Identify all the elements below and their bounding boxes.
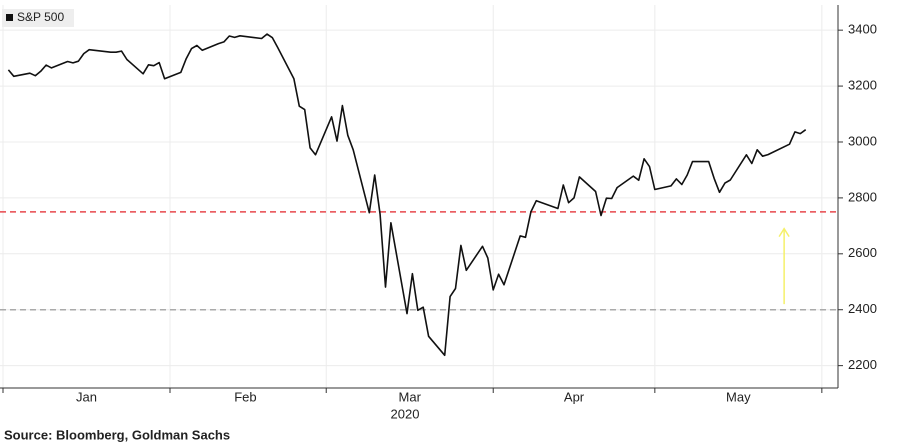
y-tick-label: 3400 [848, 22, 877, 37]
plot-area [0, 5, 838, 388]
legend-box [2, 9, 74, 27]
y-tick-label: 2400 [848, 301, 877, 316]
y-tick-label: 3200 [848, 78, 877, 93]
legend-swatch [6, 14, 13, 21]
x-sub-label: 2020 [391, 406, 420, 421]
line-series [7, 33, 807, 357]
x-tick-label: Jan [76, 389, 97, 404]
x-tick-label: May [726, 389, 751, 404]
y-tick-label: 2800 [848, 189, 877, 204]
source: Source: Bloomberg, Goldman Sachs [4, 427, 230, 442]
x-tick-label: Mar [399, 389, 422, 404]
y-tick-label: 2200 [848, 357, 877, 372]
legend-label: S&P 500 [17, 10, 64, 24]
x-tick-label: Feb [234, 389, 256, 404]
y-tick-label: 2600 [848, 245, 877, 260]
y-tick-label: 3000 [848, 133, 877, 148]
arrow-head [778, 227, 790, 238]
x-tick-label: Apr [564, 389, 585, 404]
